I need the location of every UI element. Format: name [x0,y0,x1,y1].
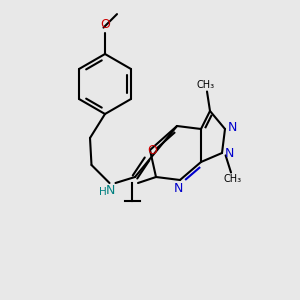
Text: CH₃: CH₃ [196,80,214,90]
Text: O: O [100,19,110,32]
Text: H: H [99,187,107,196]
Text: N: N [105,184,115,197]
Text: O: O [148,145,158,158]
Text: N: N [228,121,237,134]
Text: N: N [174,182,183,194]
Text: N: N [225,147,234,160]
Text: CH₃: CH₃ [224,174,242,184]
